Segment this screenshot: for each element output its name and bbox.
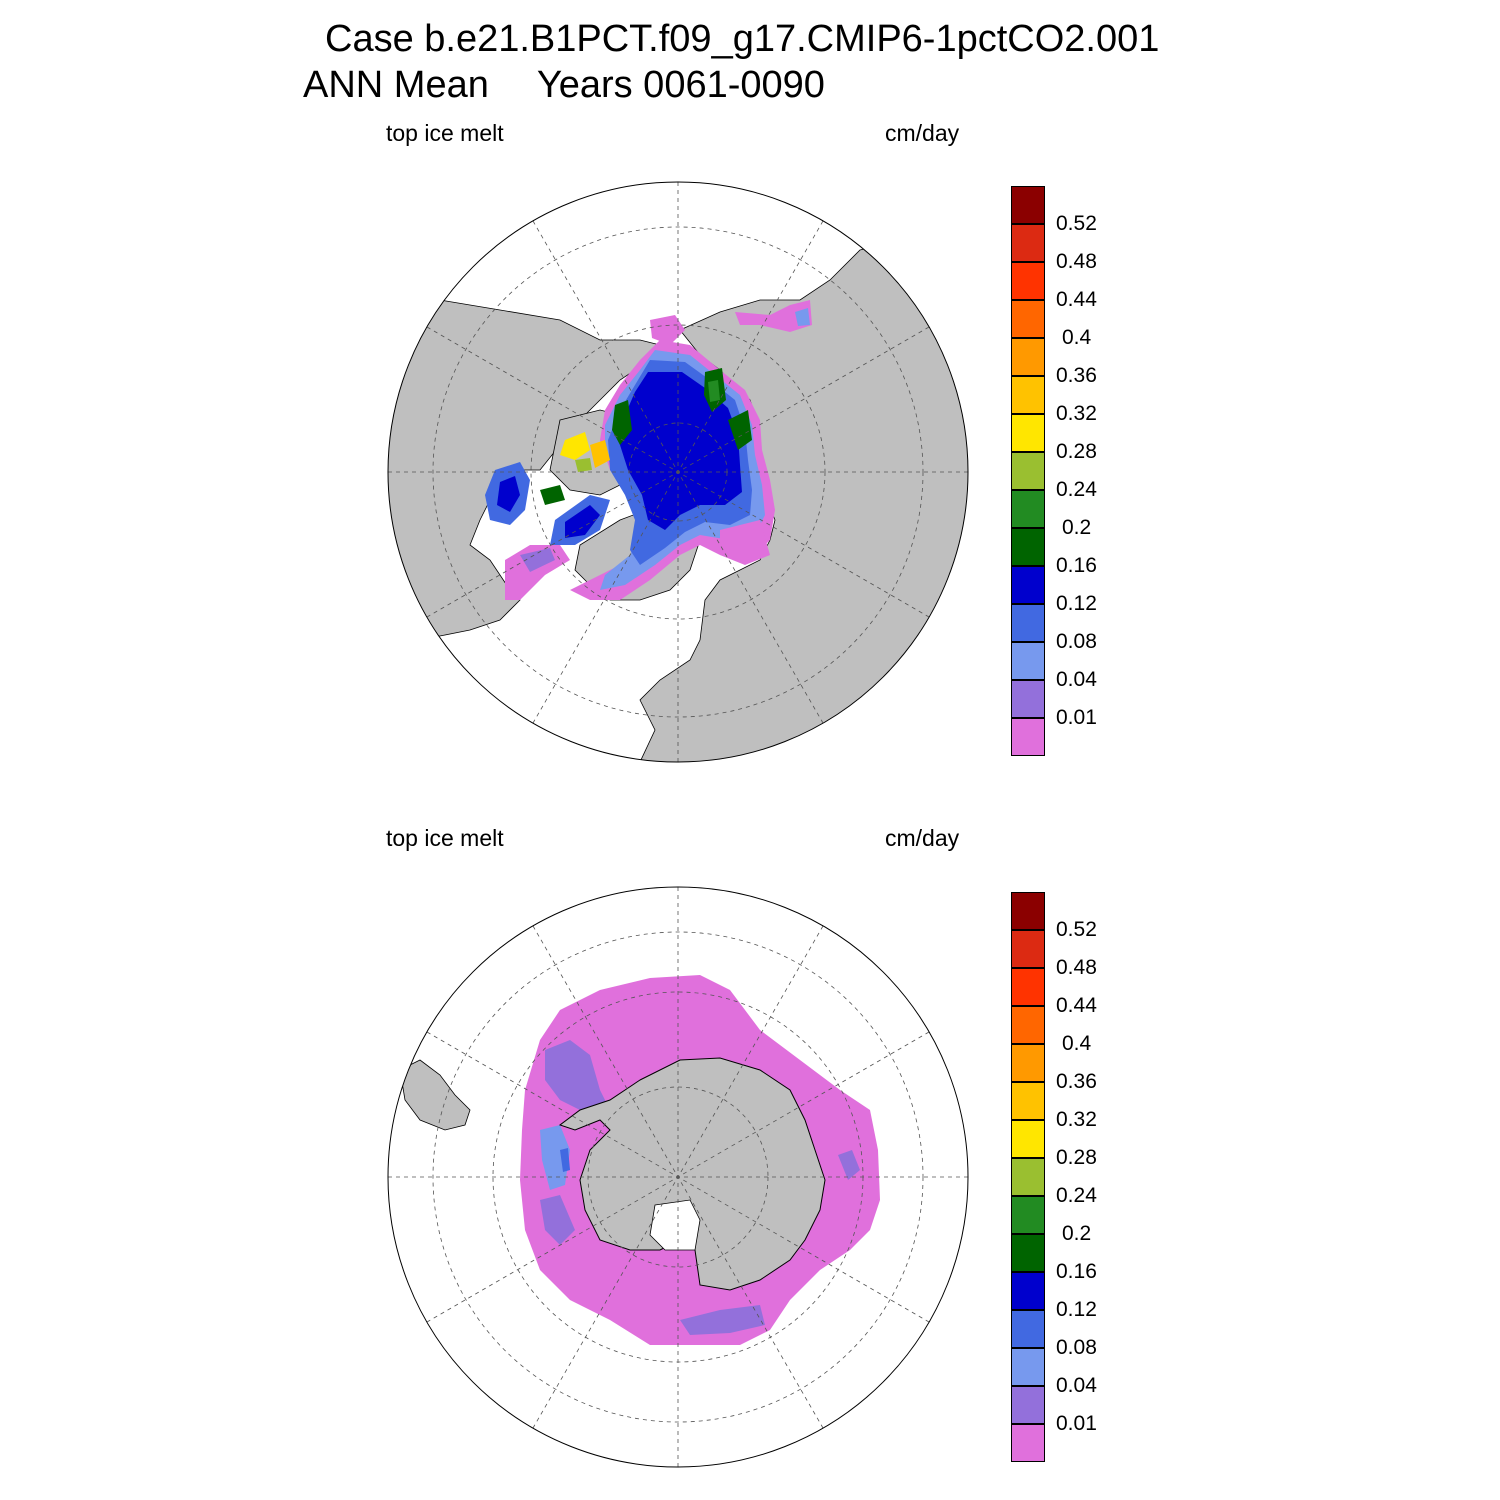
colorbar-swatch	[1011, 1310, 1045, 1348]
colorbar-tick-label: 0.48	[1056, 956, 1097, 979]
colorbar-antarctic	[1011, 892, 1045, 1462]
colorbar-swatch	[1011, 1348, 1045, 1386]
colorbar-tick-label: 0.2	[1062, 1222, 1092, 1245]
colorbar-swatch	[1011, 338, 1045, 376]
colorbar-swatch	[1011, 376, 1045, 414]
colorbar-swatch	[1011, 892, 1045, 930]
figure-title-period: ANN Mean Years 0061-0090	[303, 64, 825, 107]
colorbar-tick-label: 0.28	[1056, 1146, 1097, 1169]
colorbar-swatch	[1011, 528, 1045, 566]
ice-peninsula-lightblue	[540, 1125, 570, 1190]
colorbar-swatch	[1011, 642, 1045, 680]
colorbar-swatch	[1011, 490, 1045, 528]
colorbar-swatch	[1011, 1234, 1045, 1272]
years-label: Years 0061-0090	[536, 64, 825, 106]
ice-bering	[650, 315, 685, 345]
figure-title-case: Case b.e21.B1PCT.f09_g17.CMIP6-1pctCO2.0…	[325, 18, 1160, 60]
ice-green-west	[612, 400, 632, 445]
colorbar-swatch	[1011, 1158, 1045, 1196]
colorbar-tick-label: 0.32	[1056, 1108, 1097, 1131]
colorbar-tick-label: 0.52	[1056, 918, 1097, 941]
season-label: ANN Mean	[303, 64, 489, 106]
ice-central-darkblue	[620, 372, 742, 530]
panel-1-variable-label: top ice melt	[386, 120, 504, 146]
colorbar-swatch	[1011, 1006, 1045, 1044]
colorbar-tick-label: 0.4	[1062, 326, 1092, 349]
colorbar-swatch	[1011, 1082, 1045, 1120]
panel-1-units-label: cm/day	[885, 120, 960, 146]
ice-yellow-archipelago	[560, 432, 590, 460]
colorbar-tick-label: 0.16	[1056, 554, 1097, 577]
colorbar-tick-label: 0.08	[1056, 1336, 1097, 1359]
colorbar-tick-label: 0.16	[1056, 1260, 1097, 1283]
ice-barents	[720, 520, 770, 565]
colorbar-tick-label: 0.24	[1056, 478, 1097, 501]
colorbar-tick-label: 0.04	[1056, 668, 1097, 691]
colorbar-tick-label: 0.48	[1056, 250, 1097, 273]
colorbar-tick-label: 0.01	[1056, 706, 1097, 729]
colorbar-tick-label: 0.24	[1056, 1184, 1097, 1207]
colorbar-tick-label: 0.32	[1056, 402, 1097, 425]
panel-2-units-label: cm/day	[885, 825, 960, 851]
colorbar-tick-label: 0.01	[1056, 1412, 1097, 1435]
colorbar-tick-label: 0.28	[1056, 440, 1097, 463]
colorbar-tick-label: 0.36	[1056, 1070, 1097, 1093]
colorbar-swatch	[1011, 604, 1045, 642]
colorbar-tick-label: 0.52	[1056, 212, 1097, 235]
colorbar-swatch	[1011, 968, 1045, 1006]
colorbar-tick-label: 0.44	[1056, 288, 1097, 311]
colorbar-tick-label: 0.4	[1062, 1032, 1092, 1055]
colorbar-swatch	[1011, 1120, 1045, 1158]
colorbar-swatch	[1011, 718, 1045, 756]
arctic-map-border	[387, 181, 969, 763]
colorbar-swatch	[1011, 300, 1045, 338]
colorbar-tick-label: 0.44	[1056, 994, 1097, 1017]
antarctic-graticule	[388, 887, 968, 1467]
colorbar-swatch	[1011, 414, 1045, 452]
colorbar-swatch	[1011, 680, 1045, 718]
antarctic-map-border	[387, 886, 969, 1468]
colorbar-swatch	[1011, 262, 1045, 300]
ice-ross-purple	[680, 1305, 765, 1335]
ice-okhotsk	[735, 300, 812, 332]
colorbar-swatch	[1011, 224, 1045, 262]
colorbar-arctic	[1011, 186, 1045, 756]
colorbar-tick-label: 0.04	[1056, 1374, 1097, 1397]
colorbar-swatch	[1011, 1196, 1045, 1234]
colorbar-tick-label: 0.12	[1056, 592, 1097, 615]
colorbar-swatch	[1011, 1272, 1045, 1310]
colorbar-tick-label: 0.08	[1056, 630, 1097, 653]
colorbar-swatch	[1011, 1044, 1045, 1082]
colorbar-swatch	[1011, 566, 1045, 604]
colorbar-swatch	[1011, 186, 1045, 224]
colorbar-swatch	[1011, 930, 1045, 968]
colorbar-tick-label: 0.2	[1062, 516, 1092, 539]
colorbar-swatch	[1011, 1386, 1045, 1424]
colorbar-tick-label: 0.36	[1056, 364, 1097, 387]
colorbar-tick-label: 0.12	[1056, 1298, 1097, 1321]
colorbar-swatch	[1011, 1424, 1045, 1462]
colorbar-swatch	[1011, 452, 1045, 490]
ice-weddell-purple	[545, 1040, 610, 1115]
land-south-america	[399, 1059, 471, 1131]
arctic-graticule	[388, 182, 968, 762]
panel-2-variable-label: top ice melt	[386, 825, 504, 851]
